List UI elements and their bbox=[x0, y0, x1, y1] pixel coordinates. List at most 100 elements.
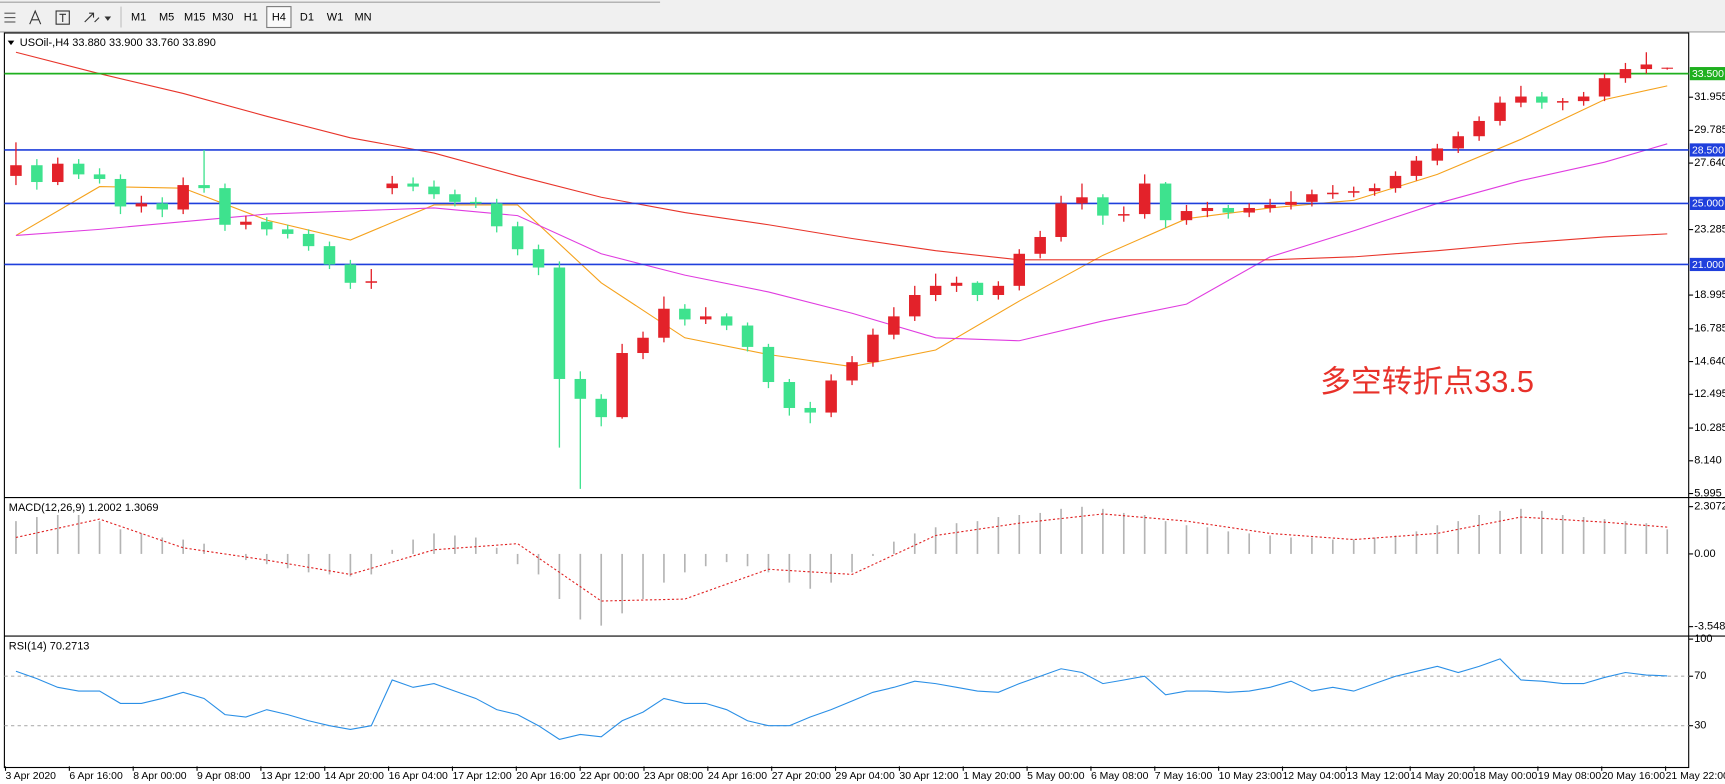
level-price-box bbox=[1689, 196, 1725, 210]
candle-body bbox=[574, 378, 587, 399]
candle-body bbox=[1577, 96, 1590, 102]
toolbar bbox=[0, 0, 1725, 33]
x-tick-label: 17 Apr 12:00 bbox=[452, 771, 511, 782]
timeframe-button[interactable]: MN bbox=[354, 12, 371, 24]
candle-body bbox=[198, 185, 210, 189]
x-tick-label: 20 May 16:00 bbox=[1602, 771, 1665, 782]
candle-body bbox=[867, 334, 879, 363]
candle-body bbox=[992, 285, 1005, 295]
y-tick-label: 16.785 bbox=[1694, 323, 1725, 335]
candle-body bbox=[407, 183, 419, 187]
chart-title: USOil-,H4 33.880 33.900 33.760 33.890 bbox=[20, 37, 216, 49]
candle-body bbox=[1180, 211, 1193, 221]
candle-body bbox=[1118, 214, 1130, 216]
macd-signal bbox=[15, 513, 1668, 602]
x-tick-label: 8 Apr 00:00 bbox=[133, 771, 187, 782]
chart-frame bbox=[3, 32, 1690, 769]
candle-body bbox=[1327, 192, 1339, 195]
symbol-menu-arrow[interactable] bbox=[7, 40, 15, 46]
y-tick-label: 31.955 bbox=[1694, 91, 1725, 103]
timeframe-button[interactable]: M30 bbox=[212, 12, 233, 24]
x-tick-label: 30 Apr 12:00 bbox=[899, 771, 958, 782]
candle-body bbox=[595, 398, 607, 418]
candle-body bbox=[1431, 148, 1444, 161]
x-tick-label: 16 Apr 04:00 bbox=[389, 771, 448, 782]
x-tick-label: 6 Apr 16:00 bbox=[69, 771, 123, 782]
label-tool[interactable] bbox=[55, 10, 70, 25]
candle-body bbox=[783, 382, 796, 408]
timeframe-button[interactable]: M1 bbox=[131, 12, 146, 24]
candle-body bbox=[219, 188, 231, 225]
candle-body bbox=[1306, 194, 1318, 202]
candle-body bbox=[950, 282, 963, 286]
candle-body bbox=[1013, 253, 1026, 286]
candle-body bbox=[1473, 120, 1485, 137]
candle-body bbox=[637, 337, 649, 354]
candle-body bbox=[1347, 191, 1360, 193]
timeframe-button[interactable]: M5 bbox=[159, 12, 174, 24]
candle-body bbox=[1097, 197, 1109, 216]
arrows-tool[interactable] bbox=[84, 12, 112, 23]
candle-body bbox=[762, 346, 775, 383]
y-tick-label: 14.640 bbox=[1694, 355, 1725, 367]
y-tick-label: 12.495 bbox=[1694, 388, 1725, 400]
level-price-box bbox=[1689, 257, 1725, 272]
candle-body bbox=[52, 163, 64, 183]
level-price-label: 25.000 bbox=[1692, 199, 1724, 210]
candle-body bbox=[490, 203, 503, 227]
x-tick-label: 22 Apr 00:00 bbox=[580, 771, 639, 782]
x-tick-label: 24 Apr 16:00 bbox=[708, 771, 767, 782]
x-tick-label: 21 May 22:00 bbox=[1666, 771, 1725, 782]
x-tick-label: 14 May 20:00 bbox=[1410, 771, 1473, 782]
timeframe-button[interactable]: M15 bbox=[184, 12, 205, 24]
candle-body bbox=[323, 246, 336, 265]
candle-body bbox=[1598, 78, 1611, 97]
timeframe-button[interactable]: H4 bbox=[272, 12, 286, 24]
candle-body bbox=[1034, 236, 1046, 254]
x-tick-label: 18 May 00:00 bbox=[1474, 771, 1537, 782]
candle-body bbox=[616, 353, 628, 418]
x-tick-label: 6 May 08:00 bbox=[1091, 771, 1149, 782]
rsi-title: RSI(14) 70.2713 bbox=[9, 640, 90, 652]
candle-body bbox=[1619, 69, 1632, 79]
candle-body bbox=[240, 221, 252, 225]
candle-body bbox=[1661, 67, 1673, 69]
x-tick-label: 5 May 00:00 bbox=[1027, 771, 1085, 782]
x-tick-label: 13 May 12:00 bbox=[1346, 771, 1409, 782]
candle-body bbox=[929, 285, 942, 295]
candle-body bbox=[511, 226, 524, 250]
toolbar-bg bbox=[0, 0, 1725, 32]
candle-body bbox=[909, 294, 921, 317]
candle-body bbox=[1410, 160, 1423, 176]
candle-body bbox=[971, 282, 984, 295]
candle-body bbox=[31, 165, 43, 183]
timeframe-button[interactable]: H1 bbox=[244, 12, 258, 24]
y-tick-label: 10.285 bbox=[1694, 422, 1725, 434]
candle-body bbox=[156, 203, 169, 210]
moving-average bbox=[15, 143, 1668, 342]
candle-body bbox=[1264, 204, 1276, 208]
text-tool[interactable] bbox=[29, 9, 42, 25]
moving-average bbox=[15, 51, 1668, 261]
x-tick-label: 3 Apr 2020 bbox=[6, 771, 57, 782]
level-price-label: 28.500 bbox=[1692, 145, 1724, 156]
candle-body bbox=[261, 221, 273, 230]
x-tick-label: 27 Apr 20:00 bbox=[772, 771, 831, 782]
candle-body bbox=[1556, 101, 1569, 103]
candle-body bbox=[1159, 183, 1172, 221]
candle-body bbox=[1389, 175, 1402, 189]
candle-body bbox=[658, 308, 670, 338]
timeframe-button[interactable]: D1 bbox=[300, 12, 314, 24]
y-tick-label: 29.785 bbox=[1694, 124, 1725, 136]
candle-body bbox=[1222, 207, 1235, 213]
candle-body bbox=[1515, 96, 1527, 103]
timeframe-button[interactable]: W1 bbox=[327, 12, 343, 24]
level-price-label: 33.500 bbox=[1692, 69, 1724, 80]
candle-body bbox=[1368, 188, 1381, 192]
y-tick-label: 2.3072 bbox=[1694, 501, 1725, 513]
crosshair-tool[interactable] bbox=[4, 12, 16, 23]
level-price-box bbox=[1689, 143, 1725, 157]
candle-body bbox=[720, 316, 733, 326]
candle-body bbox=[825, 380, 837, 413]
candle-body bbox=[72, 163, 85, 175]
